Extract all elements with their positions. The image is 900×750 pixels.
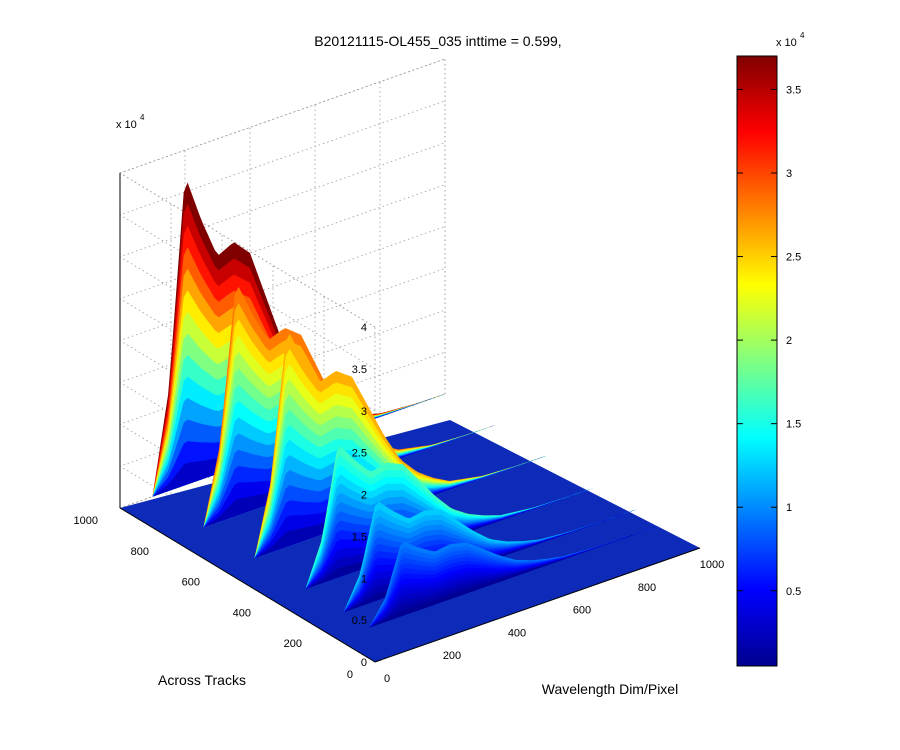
surface-ridge	[369, 524, 662, 628]
colorbar-exponent-label: x 10	[776, 37, 797, 49]
colorbar-tick-label: 0.5	[786, 586, 801, 598]
z-tick-label: 1.5	[352, 531, 367, 543]
z-tick-label: 0.5	[352, 615, 367, 627]
z-tick-label: 2.5	[352, 448, 367, 460]
grid-line	[119, 58, 446, 174]
colorbar-tick-label: 3.5	[786, 84, 801, 96]
colorbar-tick-label: 2	[786, 335, 792, 347]
z-exponent-label: x 10	[116, 119, 137, 131]
x-axis-line	[374, 547, 701, 663]
x-tick-label: 400	[508, 627, 526, 639]
y-axis-label: Across Tracks	[158, 672, 246, 688]
x-tick-label: 200	[443, 650, 461, 662]
x-axis-label: Wavelength Dim/Pixel	[542, 681, 678, 697]
z-tick-label: 3	[361, 406, 367, 418]
colorbar-tick-label: 2.5	[786, 252, 801, 264]
x-tick-label: 1000	[700, 559, 724, 571]
x-tick-label: 600	[573, 605, 591, 617]
colorbar-ticks: 0.5 1 1.5 2 2.5 3 3.5	[737, 84, 801, 598]
colorbar-tick-label: 1	[786, 502, 792, 514]
colorbar-tick-label: 1.5	[786, 419, 801, 431]
axis-ticks: 0 0.5 1 1.5 2 2.5 3 3.5 4 0 200 400 600 800 1000 0 200 40…	[74, 322, 725, 685]
z-tick-label: 2	[361, 490, 367, 502]
grid-line	[119, 58, 446, 328]
y-tick-label: 400	[233, 607, 251, 619]
y-tick-label: 800	[131, 546, 149, 558]
y-axis-line	[119, 507, 376, 663]
colorbar	[736, 55, 778, 667]
colorbar-exponent-power: 4	[800, 31, 805, 40]
z-exponent-power: 4	[140, 113, 145, 122]
x-tick-label: 0	[384, 673, 390, 685]
colorbar-tick-label: 3	[786, 168, 792, 180]
y-tick-label: 1000	[74, 515, 98, 527]
z-tick-label: 4	[361, 322, 367, 334]
y-tick-label: 200	[284, 638, 302, 650]
chart-title: B20121115-OL455_035 inttime = 0.599,	[314, 33, 561, 49]
surface-mesh	[152, 182, 662, 628]
z-tick-label: 1	[361, 573, 367, 585]
z-tick-label: 3.5	[352, 364, 367, 376]
y-tick-label: 600	[182, 577, 200, 589]
x-tick-label: 800	[638, 582, 656, 594]
z-tick-label: 0	[361, 657, 367, 669]
grid-line	[119, 100, 446, 370]
y-tick-label: 0	[347, 669, 353, 681]
